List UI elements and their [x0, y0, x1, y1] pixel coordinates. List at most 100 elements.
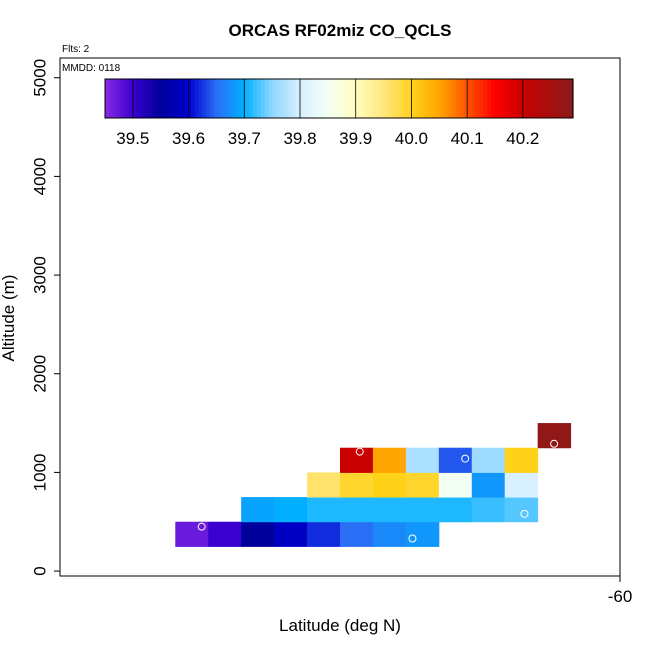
colorbar-segment — [374, 79, 379, 118]
colorbar-segment — [245, 79, 250, 118]
plot-frame — [59, 57, 621, 577]
colorbar-segment — [495, 79, 500, 118]
colorbar-segment — [459, 79, 465, 118]
colorbar-segment — [190, 79, 196, 118]
colorbar-segment — [272, 79, 278, 118]
heatmap-cell — [274, 521, 308, 547]
colorbar-segment — [237, 79, 243, 118]
colorbar-segment — [214, 79, 219, 118]
x-tick-label: -60 — [608, 587, 633, 606]
colorbar-segment — [175, 79, 180, 118]
sample-marker — [197, 522, 206, 531]
colorbar-segment — [249, 79, 254, 118]
sample-marker — [550, 439, 559, 448]
y-axis-label: Altitude (m) — [0, 275, 18, 362]
colorbar-segment — [432, 79, 438, 118]
heatmap-cells — [175, 423, 572, 547]
heatmap-cell — [438, 447, 473, 473]
colorbar-segment — [346, 79, 352, 118]
colorbar-segment — [132, 79, 137, 118]
colorbar: 39.5 39.6 39.7 39.8 39.9 40.0 40.1 40.2 — [104, 78, 574, 148]
colorbar-segment — [456, 79, 461, 118]
colorbar-segment — [229, 79, 235, 118]
colorbar-segment — [116, 79, 122, 118]
colorbar-segment — [561, 79, 566, 118]
colorbar-segment — [506, 79, 512, 118]
colorbar-segment — [417, 79, 422, 118]
colorbar-segment — [179, 79, 184, 118]
colorbar-tick-label: 39.9 — [339, 129, 372, 148]
colorbar-segment — [537, 79, 543, 118]
heatmap-cell — [438, 497, 473, 523]
colorbar-segment — [405, 79, 410, 118]
colorbar-segment — [303, 79, 309, 118]
colorbar-segment — [140, 79, 145, 118]
colorbar-segment — [342, 79, 348, 118]
colorbar-segment — [155, 79, 161, 118]
heatmap-cell — [208, 521, 242, 547]
colorbar-segment — [350, 79, 356, 118]
heatmap-cell — [372, 497, 407, 523]
colorbar-frame — [104, 78, 574, 119]
y-tick-label: 1000 — [31, 453, 50, 491]
colorbar-segment — [198, 79, 204, 118]
colorbar-segment — [202, 79, 207, 118]
colorbar-segment — [210, 79, 215, 118]
colorbar-segment — [264, 79, 270, 118]
colorbar-segment — [354, 79, 360, 118]
heatmap-cell — [340, 497, 374, 523]
colorbar-segment — [502, 79, 508, 118]
colorbar-segment — [319, 79, 324, 118]
colorbar-segment — [163, 79, 168, 118]
colorbar-segment — [257, 79, 262, 118]
colorbar-segment — [510, 79, 516, 118]
heatmap-cell — [471, 497, 506, 523]
colorbar-segment — [534, 79, 539, 118]
colorbar-segment — [222, 79, 227, 118]
colorbar-segment — [105, 79, 110, 118]
colorbar-segment — [370, 79, 375, 118]
colorbar-segment — [471, 79, 477, 118]
colorbar-segment — [128, 79, 133, 118]
colorbar-segment — [206, 79, 211, 118]
x-axis: -60 — [608, 576, 633, 606]
colorbar-tick-label: 39.8 — [283, 129, 316, 148]
colorbar-segment — [144, 79, 149, 118]
colorbar-segment — [335, 79, 340, 118]
colorbar-tick-label: 39.5 — [116, 129, 149, 148]
colorbar-segment — [530, 79, 535, 118]
colorbar-segment — [307, 79, 313, 118]
heatmap-cell — [471, 447, 506, 473]
colorbar-segment — [284, 79, 289, 118]
sample-marker — [520, 509, 529, 518]
colorbar-segment — [280, 79, 285, 118]
colorbar-segment — [120, 79, 126, 118]
colorbar-segment — [518, 79, 523, 118]
colorbar-segment — [292, 79, 297, 118]
heatmap-cell — [340, 472, 374, 498]
colorbar-segment — [393, 79, 399, 118]
heatmap-cell — [241, 497, 275, 523]
colorbar-tick-label: 39.7 — [228, 129, 261, 148]
colorbar-segment — [171, 79, 176, 118]
heatmap-cell — [372, 447, 407, 473]
sample-markers — [197, 439, 559, 543]
heatmap-cell — [405, 521, 440, 547]
colorbar-segment — [401, 79, 406, 118]
colorbar-segment — [385, 79, 391, 118]
colorbar-segment — [463, 79, 469, 118]
colorbar-segment — [467, 79, 473, 118]
colorbar-segment — [151, 79, 157, 118]
colorbar-tick-label: 39.6 — [172, 129, 205, 148]
colorbar-segment — [475, 79, 480, 118]
colorbar-segment — [315, 79, 321, 118]
colorbar-segment — [479, 79, 484, 118]
heatmap-cell — [274, 497, 308, 523]
sample-marker — [355, 447, 364, 456]
colorbar-segment — [225, 79, 231, 118]
colorbar-segment — [420, 79, 426, 118]
colorbar-segment — [268, 79, 274, 118]
colorbar-segment — [241, 79, 246, 118]
colorbar-segment — [389, 79, 395, 118]
